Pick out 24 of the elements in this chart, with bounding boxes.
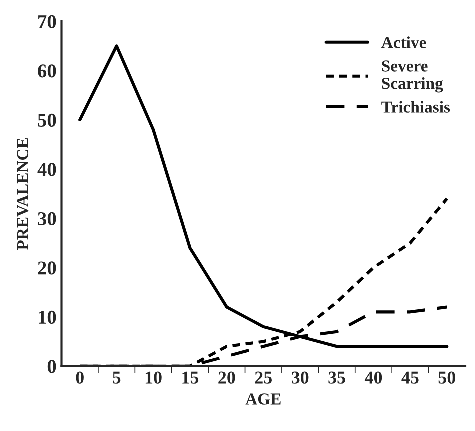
x-tick-label: 50 (438, 372, 456, 384)
y-tick-label: 60 (38, 64, 56, 78)
y-tick-label: 70 (38, 15, 56, 28)
x-tick-label: 35 (328, 372, 346, 384)
y-tick-label: 20 (38, 262, 56, 275)
y-tick-label: 50 (38, 114, 56, 127)
x-tick-label: 15 (182, 372, 199, 384)
x-tick-label: 20 (218, 372, 236, 384)
x-tick-label: 30 (292, 372, 309, 384)
y-axis-title: PREVALENCE (17, 138, 29, 250)
x-tick-label: 25 (255, 372, 272, 384)
x-tick-label: 5 (113, 372, 121, 384)
legend-label: Trichiasis (382, 101, 450, 113)
y-tick-label: 0 (48, 360, 56, 374)
x-tick-label: 40 (364, 372, 382, 384)
y-tick-label: 10 (39, 310, 56, 324)
x-tick-label: 45 (402, 372, 419, 384)
y-tick-label: 30 (38, 212, 56, 226)
legend-label: Severe Scarring (382, 60, 444, 93)
y-tick-label: 40 (38, 163, 56, 176)
x-tick-label: 0 (76, 372, 84, 384)
x-tick-label: 10 (146, 372, 162, 384)
x-axis-title: AGE (246, 394, 281, 405)
legend-label: Active (382, 36, 426, 48)
